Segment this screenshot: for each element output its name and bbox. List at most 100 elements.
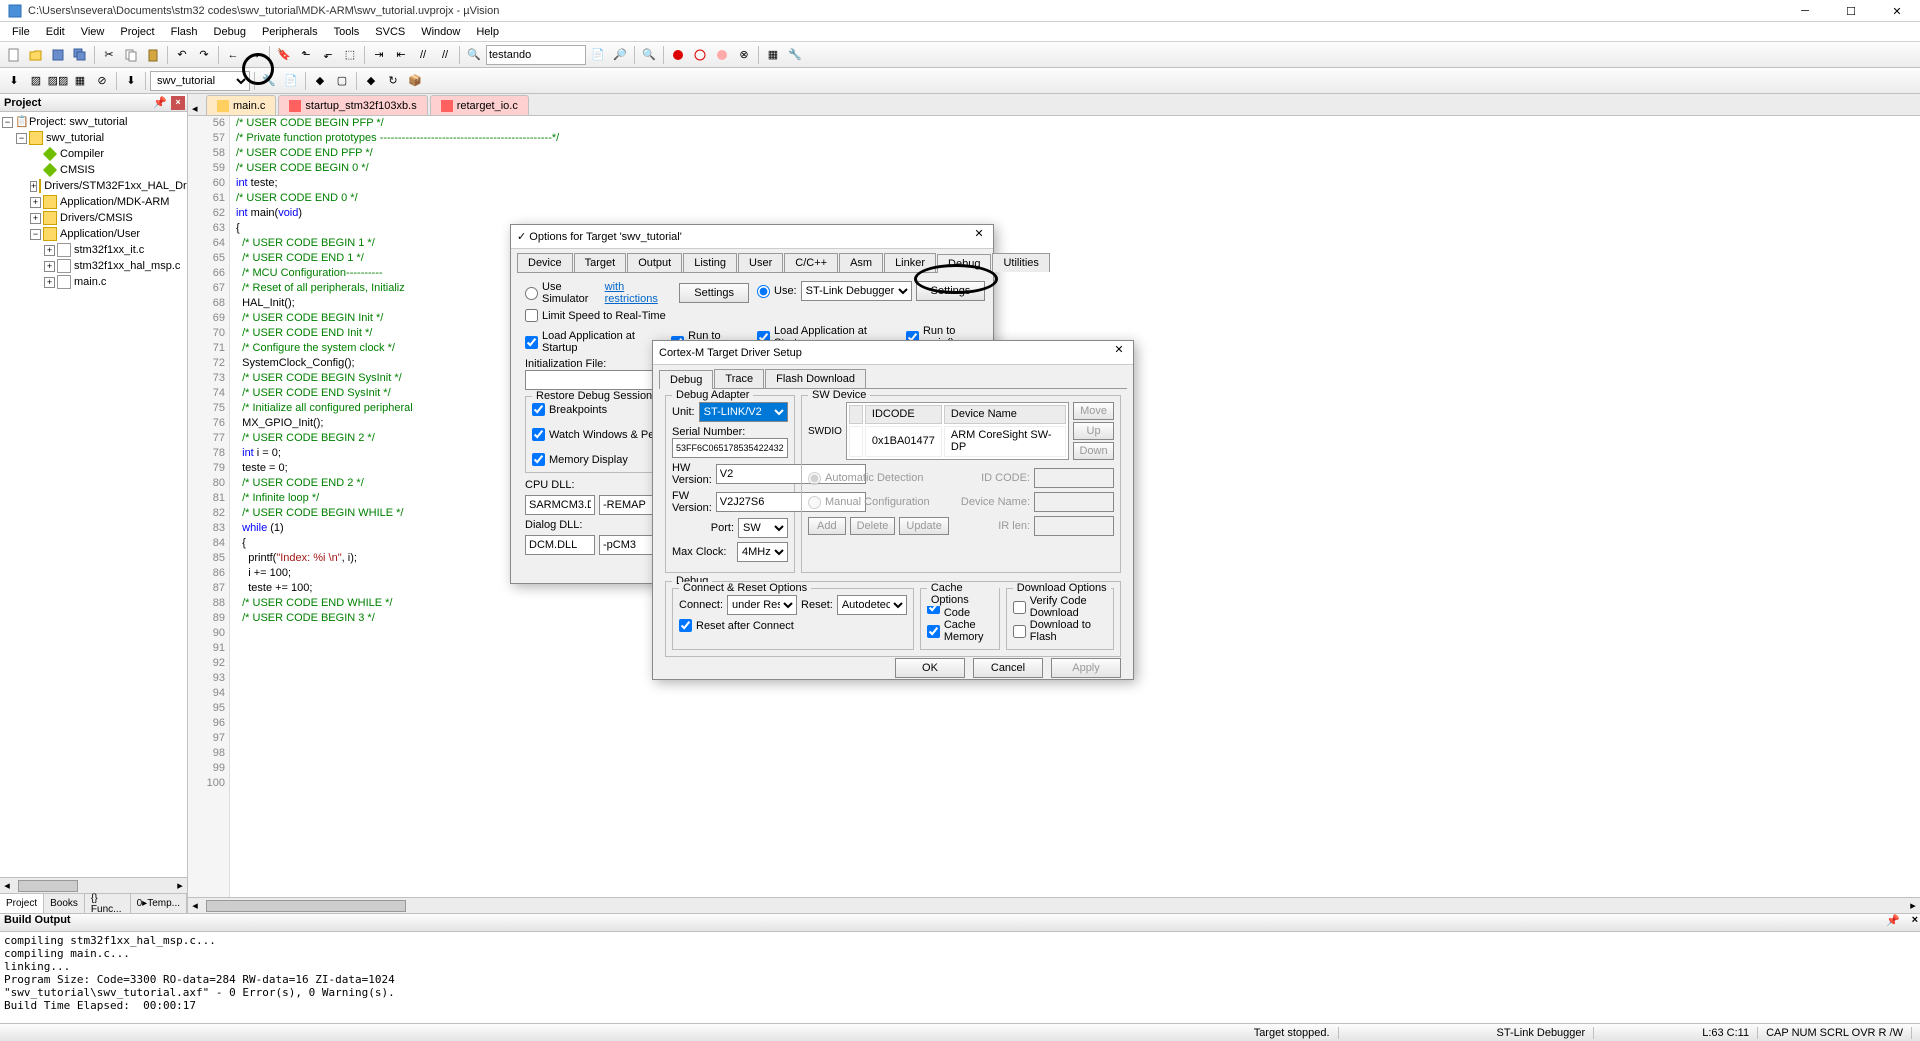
- incremental-find-icon[interactable]: 🔎: [610, 45, 630, 65]
- menu-view[interactable]: View: [73, 24, 113, 40]
- debugger-select[interactable]: ST-Link Debugger: [801, 281, 912, 301]
- options-tab-user[interactable]: User: [738, 253, 783, 272]
- breakpoint-icon[interactable]: [668, 45, 688, 65]
- cache-mem-check[interactable]: Cache Memory: [927, 619, 993, 643]
- editor-tab[interactable]: startup_stm32f103xb.s: [278, 95, 427, 115]
- bookmark-prev-icon[interactable]: ⬑: [296, 45, 316, 65]
- load-app-check-l[interactable]: Load Application at Startup: [525, 330, 663, 354]
- tree-node[interactable]: +main.c: [2, 274, 185, 290]
- tree-node[interactable]: +stm32f1xx_hal_msp.c: [2, 258, 185, 274]
- tree-node[interactable]: −Application/User: [2, 226, 185, 242]
- pack-icon[interactable]: 📦: [405, 71, 425, 91]
- restrictions-link[interactable]: with restrictions: [605, 281, 672, 305]
- debug-icon[interactable]: 🔍: [639, 45, 659, 65]
- options-title-bar[interactable]: ✓ Options for Target 'swv_tutorial' ✕: [511, 225, 993, 249]
- editor-tab[interactable]: main.c: [206, 95, 276, 115]
- open-icon[interactable]: [26, 45, 46, 65]
- connect-select[interactable]: under Reset: [727, 595, 797, 615]
- menu-project[interactable]: Project: [112, 24, 162, 40]
- menu-debug[interactable]: Debug: [206, 24, 254, 40]
- breakpoint-kill-icon[interactable]: [712, 45, 732, 65]
- bookmark-icon[interactable]: 🔖: [274, 45, 294, 65]
- panel-tab[interactable]: {} Func...: [85, 894, 131, 913]
- manual-cfg-radio[interactable]: Manual Configuration: [808, 496, 930, 509]
- options-tab-asm[interactable]: Asm: [839, 253, 883, 272]
- driver-tab-flash-download[interactable]: Flash Download: [765, 369, 866, 388]
- new-icon[interactable]: [4, 45, 24, 65]
- find-in-files-icon[interactable]: 📄: [588, 45, 608, 65]
- menu-help[interactable]: Help: [468, 24, 507, 40]
- translate-icon[interactable]: ⬇: [4, 71, 24, 91]
- down-button[interactable]: Down: [1073, 442, 1114, 460]
- menu-peripherals[interactable]: Peripherals: [254, 24, 326, 40]
- panel-close-icon[interactable]: ×: [171, 96, 185, 110]
- download-icon[interactable]: ⬇: [121, 71, 141, 91]
- comment-icon[interactable]: //: [413, 45, 433, 65]
- nav-back-icon[interactable]: ←: [223, 45, 243, 65]
- driver-title-bar[interactable]: Cortex-M Target Driver Setup ✕: [653, 341, 1133, 365]
- file-ext-icon[interactable]: 📄: [281, 71, 301, 91]
- select-icon[interactable]: ▢: [332, 71, 352, 91]
- undo-icon[interactable]: ↶: [172, 45, 192, 65]
- cancel-button[interactable]: Cancel: [973, 658, 1043, 678]
- bookmark-clear-icon[interactable]: ⬚: [340, 45, 360, 65]
- options-tab-device[interactable]: Device: [517, 253, 573, 272]
- use-debugger-radio[interactable]: Use:: [757, 285, 797, 298]
- limit-speed-check[interactable]: Limit Speed to Real-Time: [525, 309, 749, 322]
- options-tab-target[interactable]: Target: [574, 253, 627, 272]
- tree-node[interactable]: +Application/MDK-ARM: [2, 194, 185, 210]
- panel-tab[interactable]: Project: [0, 894, 44, 913]
- reset-select[interactable]: Autodetect: [837, 595, 907, 615]
- redo-icon[interactable]: ↷: [194, 45, 214, 65]
- maxclock-select[interactable]: 4MHz: [737, 542, 788, 562]
- kill-all-bp-icon[interactable]: ⊗: [734, 45, 754, 65]
- editor-tab[interactable]: retarget_io.c: [430, 95, 529, 115]
- driver-tab-trace[interactable]: Trace: [714, 369, 764, 388]
- copy-icon[interactable]: [121, 45, 141, 65]
- target-select[interactable]: swv_tutorial: [150, 71, 250, 91]
- window-icon[interactable]: ▦: [763, 45, 783, 65]
- sw-device-table[interactable]: IDCODEDevice Name 0x1BA01477ARM CoreSigh…: [846, 402, 1069, 460]
- up-button[interactable]: Up: [1073, 422, 1114, 440]
- build-pin-icon[interactable]: 📌: [1886, 914, 1900, 927]
- driver-tab-debug[interactable]: Debug: [659, 370, 713, 389]
- port-select[interactable]: SW: [738, 518, 788, 538]
- unit-select[interactable]: ST-LINK/V2: [699, 402, 788, 422]
- apply-button[interactable]: Apply: [1051, 658, 1121, 678]
- paste-icon[interactable]: [143, 45, 163, 65]
- batch-build-icon[interactable]: ▦: [70, 71, 90, 91]
- tree-node[interactable]: +Drivers/STM32F1xx_HAL_Driver: [2, 178, 185, 194]
- breakpoint-disable-icon[interactable]: [690, 45, 710, 65]
- options-tab-debug[interactable]: Debug: [937, 254, 991, 273]
- menu-svcs[interactable]: SVCS: [367, 24, 413, 40]
- add-button[interactable]: Add: [808, 517, 846, 535]
- bookmark-next-icon[interactable]: ⬐: [318, 45, 338, 65]
- panel-tab[interactable]: Books: [44, 894, 85, 913]
- maximize-button[interactable]: ☐: [1828, 0, 1874, 22]
- pin-icon[interactable]: 📌: [153, 96, 167, 109]
- settings-dbg-button[interactable]: Settings: [916, 281, 986, 301]
- update-button[interactable]: Update: [899, 517, 948, 535]
- indent-icon[interactable]: ⇥: [369, 45, 389, 65]
- project-tree[interactable]: −📋 Project: swv_tutorial−swv_tutorialCom…: [0, 112, 187, 877]
- reset-after-check[interactable]: Reset after Connect: [679, 619, 907, 632]
- tree-node[interactable]: +stm32f1xx_it.c: [2, 242, 185, 258]
- menu-edit[interactable]: Edit: [38, 24, 73, 40]
- tab-nav-left-icon[interactable]: ◂: [192, 102, 198, 115]
- options-tab-output[interactable]: Output: [627, 253, 682, 272]
- manage-icon[interactable]: ◆: [310, 71, 330, 91]
- uncomment-icon[interactable]: //: [435, 45, 455, 65]
- tree-node[interactable]: +Drivers/CMSIS: [2, 210, 185, 226]
- find-icon[interactable]: 🔍: [464, 45, 484, 65]
- delete-button[interactable]: Delete: [850, 517, 896, 535]
- use-simulator-radio[interactable]: Use Simulator: [525, 281, 601, 305]
- options-tab-linker[interactable]: Linker: [884, 253, 936, 272]
- rebuild-icon[interactable]: ▨▨: [48, 71, 68, 91]
- save-icon[interactable]: [48, 45, 68, 65]
- tree-root[interactable]: −📋 Project: swv_tutorial: [2, 114, 185, 130]
- options-close-icon[interactable]: ✕: [969, 227, 989, 245]
- auto-detect-radio[interactable]: Automatic Detection: [808, 472, 923, 485]
- minimize-button[interactable]: ─: [1782, 0, 1828, 22]
- ok-button[interactable]: OK: [895, 658, 965, 678]
- editor-scroll-h[interactable]: ◂ ▸: [188, 897, 1920, 913]
